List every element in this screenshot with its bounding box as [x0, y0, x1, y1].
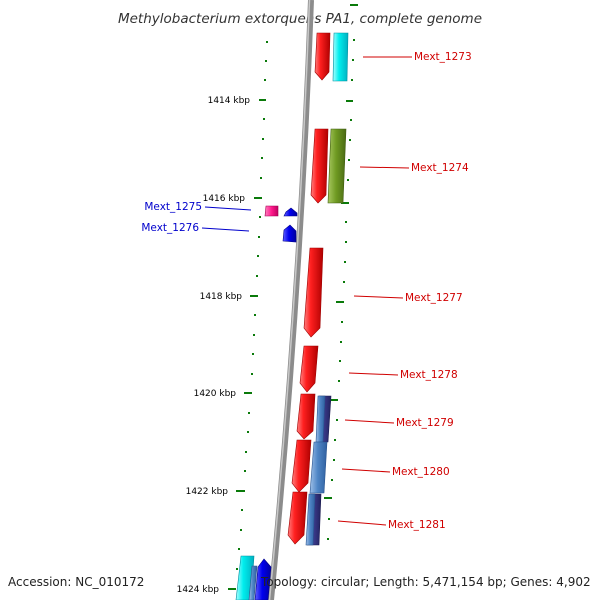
leader-line-mext-1281	[337, 520, 387, 526]
outer-ruler	[324, 4, 358, 540]
gene-label-mext-1279[interactable]: Mext_1279	[396, 417, 454, 429]
cds-mext-1278[interactable]	[299, 345, 319, 393]
feature-steel-bottom[interactable]	[248, 565, 258, 600]
tick-label-1418: 1418 kbp	[200, 292, 243, 302]
gene-label-mext-1276[interactable]: Mext_1276	[141, 222, 199, 234]
gene-label-mext-1274[interactable]: Mext_1274	[411, 162, 469, 174]
gene-label-mext-1281[interactable]: Mext_1281	[388, 519, 446, 531]
gene-label-mext-1280[interactable]: Mext_1280	[392, 466, 450, 478]
leader-line-mext-1278	[348, 372, 399, 376]
gene-label-mext-1275[interactable]: Mext_1275	[144, 201, 202, 213]
feature-cyan-1273[interactable]	[332, 32, 349, 82]
feature-olive-1274[interactable]	[327, 128, 347, 204]
gene-label-mext-1278[interactable]: Mext_1278	[400, 369, 458, 381]
cds-mext-1273[interactable]	[314, 32, 331, 81]
tick-label-1420: 1420 kbp	[194, 389, 237, 399]
cds-mext-1277[interactable]	[303, 247, 324, 338]
tick-label-1416: 1416 kbp	[203, 194, 246, 204]
map-title: Methylobacterium extorquens PA1, complet…	[118, 11, 482, 27]
accession-text: Accession: NC_010172	[8, 575, 145, 589]
leader-line-mext-1277	[353, 295, 404, 299]
cds-mext-1279[interactable]	[296, 393, 316, 440]
leader-line-mext-1274	[359, 166, 410, 169]
gene-label-mext-1277[interactable]: Mext_1277	[405, 292, 463, 304]
leader-line-mext-1280	[341, 468, 391, 473]
tick-label-1422: 1422 kbp	[186, 487, 229, 497]
topology-text: Topology: circular; Length: 5,471,154 bp…	[261, 575, 591, 589]
cds-mext-1274[interactable]	[310, 128, 329, 204]
feature-magenta-1275[interactable]	[264, 205, 279, 217]
inner-ruler	[228, 41, 268, 590]
feature-cyan-bottom[interactable]	[235, 555, 255, 600]
feature-steel-1281[interactable]	[305, 493, 316, 546]
genome-backbone-highlight	[268, 0, 311, 600]
gene-label-mext-1273[interactable]: Mext_1273	[414, 51, 472, 63]
tick-label-1424: 1424 kbp	[177, 585, 220, 595]
cds-mext-1276[interactable]	[282, 224, 297, 243]
cds-mext-1275[interactable]	[283, 207, 298, 217]
leader-line-mext-1275	[204, 206, 252, 211]
feature-steel-1280[interactable]	[309, 441, 328, 494]
cds-blue-bottom[interactable]	[254, 558, 272, 600]
tick-label-1414: 1414 kbp	[208, 96, 251, 106]
leader-line-mext-1276	[201, 227, 250, 232]
cds-mext-1281[interactable]	[287, 491, 308, 545]
leader-line-mext-1279	[344, 419, 395, 424]
cds-mext-1280[interactable]	[291, 439, 312, 493]
genome-backbone	[268, 0, 314, 600]
